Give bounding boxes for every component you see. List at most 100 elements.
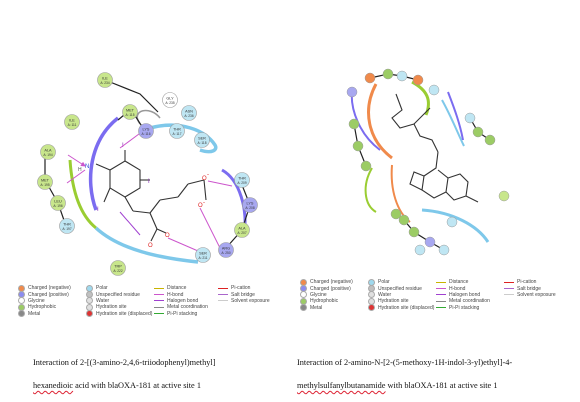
legend-label: Metal coordination [449, 298, 490, 305]
legend-swatch [368, 304, 375, 312]
legend-label: Pi-Pi stacking [167, 310, 198, 317]
legend-label: Solvent exposure [517, 291, 556, 298]
legend-swatch [436, 294, 446, 296]
legend-swatch [436, 281, 446, 283]
residue-circle [64, 114, 80, 130]
legend-label: Charged (positive) [310, 285, 351, 292]
residue-name: ARG [222, 247, 230, 251]
residue-name: ALA [44, 149, 52, 153]
legend-column-interactions: Distance H-bond Halogen bond Metal coordina… [436, 279, 504, 311]
residue-node [484, 134, 496, 146]
legend-label: Salt bridge [517, 285, 541, 292]
pocket-contour-purple [88, 116, 120, 211]
pocket-contour-green-2 [364, 167, 377, 213]
legend-swatch [504, 288, 514, 290]
legend-label: Charged (negative) [310, 279, 353, 286]
legend-label: Hydration site [96, 304, 127, 311]
residue-name: SER [199, 252, 207, 256]
left-legend: Charged (negative) Charged (positive) Glyc… [18, 284, 288, 318]
legend-label: Polar [378, 279, 390, 286]
residue-circle [59, 218, 75, 234]
legend-label: Halogen bond [167, 297, 199, 304]
legend-item: Solvent exposure [218, 298, 278, 304]
residue-circle [162, 92, 178, 108]
legend-label: Polar [96, 285, 108, 292]
legend-swatch [218, 300, 228, 302]
legend-label: Solvent exposure [231, 297, 270, 304]
legend-label: Pi-Pi stacking [449, 304, 480, 311]
residue-circle [97, 72, 113, 88]
legend-item: Metal [300, 304, 368, 312]
legend-label: Unspecified residue [378, 285, 422, 292]
legend-item: Metal coordination [436, 298, 504, 304]
legend-item: Hydration site (displaced) [368, 304, 436, 312]
legend-label: Glycine [28, 297, 45, 304]
pocket-contour-orange [367, 83, 393, 160]
residue-nodes [346, 68, 510, 256]
legend-label: Metal [310, 304, 323, 311]
legend-label: Halogen bond [449, 291, 481, 298]
atom-label-oxygen-1: O [202, 176, 207, 182]
atom-label-oxygen-3: O [165, 233, 170, 239]
backbone-connection [225, 179, 251, 249]
backbone-connection [44, 152, 67, 227]
left-caption-line-1: Interaction of 2-[(3-amino-2,4,6-triiodo… [33, 358, 215, 367]
residue-node [464, 112, 476, 124]
pocket-contour-blue [441, 99, 465, 147]
legend-item: Pi-cation [218, 285, 278, 291]
right-caption-line-1: Interaction of 2-amino-N-[2-(5-methoxy-1… [297, 358, 512, 367]
legend-item: Distance [154, 285, 218, 291]
atom-label-iodine-3: I [97, 207, 99, 213]
residue-number: A: 117 [173, 132, 182, 136]
ligand-skeleton [95, 150, 207, 242]
residue-circle [218, 242, 234, 258]
legend-label: H-bond [449, 285, 466, 292]
residue-name: ALA [238, 227, 246, 231]
legend-swatch [504, 281, 514, 283]
residue-number: A: 250 [221, 251, 230, 255]
legend-label: Hydrophobic [310, 298, 339, 305]
legend-label: Water [378, 291, 392, 298]
residue-circle [195, 247, 211, 263]
legend-label: Charged (negative) [28, 285, 71, 292]
legend-swatch [154, 300, 164, 302]
residue-number: A: 235 [165, 101, 174, 105]
residue-number: A: 195 [40, 183, 49, 187]
residue-node [390, 208, 402, 220]
residue-number: A: 222 [113, 269, 122, 273]
legend-item: H-bond [154, 291, 218, 298]
residue-number: A: 207 [237, 231, 246, 235]
legend-swatch [18, 310, 25, 318]
residue-node [346, 86, 358, 98]
legend-column-pi: Pi-cation Salt bridge Solvent exposure [504, 279, 570, 311]
right-legend: Charged (negative) Charged (positive) Glyc… [300, 278, 576, 312]
legend-swatch [154, 313, 164, 315]
legend-label: Distance [449, 279, 469, 286]
legend-item: Hydration site (displaced) [86, 310, 154, 318]
legend-label: Charged (positive) [28, 291, 69, 298]
residue-number: A: 208 [245, 206, 254, 210]
atom-label-n: N [85, 164, 89, 170]
residue-name: ILE [102, 77, 108, 81]
legend-label: Salt bridge [231, 291, 255, 298]
residue-number: A: 209 [237, 181, 246, 185]
legend-item: Halogen bond [154, 298, 218, 304]
residue-name: MET [41, 179, 50, 183]
legend-item: Metal coordination [154, 304, 218, 310]
atom-label-oxygen-2: O [198, 203, 203, 209]
residue-circle [169, 123, 185, 139]
residue-node [352, 140, 364, 152]
residue-circle [234, 222, 250, 238]
atom-charge-1: - [207, 172, 209, 178]
legend-label: Hydration site (displaced) [96, 310, 153, 317]
